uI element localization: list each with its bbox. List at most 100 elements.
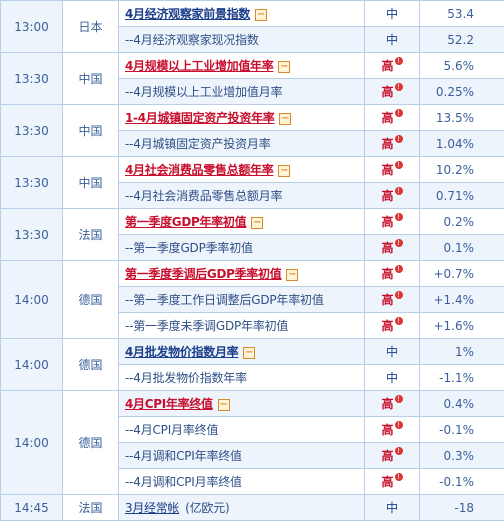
importance-cell: 高! — [364, 78, 420, 105]
event-time: 14:00 — [0, 390, 63, 495]
importance-label: 中 — [385, 345, 398, 359]
minus-box-icon[interactable]: − — [251, 216, 264, 229]
importance-label: 高 — [381, 397, 394, 411]
event-row: --4月城镇固定资产投资月率 高! 1.04% — [1, 130, 504, 157]
minus-box-icon[interactable]: − — [279, 112, 292, 125]
event-title-link[interactable]: 4月社会消费品零售总额年率 — [125, 163, 274, 177]
event-row: 14:00 德国 4月批发物价指数月率 − 中 1% — [0, 338, 504, 391]
importance-label: 高 — [381, 85, 394, 99]
event-time: 13:30 — [0, 208, 63, 261]
importance-cell: 高! — [364, 416, 420, 443]
importance-label: 高 — [381, 215, 394, 229]
event-row: --第一季度GDP季率初值高! 0.1% — [1, 234, 504, 261]
event-row: --第一季度工作日调整后GDP年率初值高! +1.4% — [1, 286, 504, 313]
event-row: 13:30 中国 4月规模以上工业增加值年率 − 高! 5.6% — [0, 52, 504, 105]
importance-cell: 高! — [364, 156, 420, 183]
event-value: 0.71% — [419, 182, 504, 209]
event-time: 13:30 — [0, 52, 63, 105]
event-country: 中国 — [62, 156, 119, 209]
event-time: 14:00 — [0, 260, 63, 339]
event-title-cell: 1-4月城镇固定资产投资年率 − — [118, 104, 365, 131]
importance-label: 高 — [381, 241, 394, 255]
importance-label: 高 — [381, 189, 394, 203]
event-title-cell: --4月经济观察家现况指数 — [118, 26, 365, 53]
alert-bell-icon: ! — [394, 265, 403, 273]
event-row: --4月调和CPI月率终值高! -0.1% — [1, 468, 504, 495]
event-title-cell: 第一季度季调后GDP季率初值 − — [118, 260, 365, 287]
event-value: 1.04% — [419, 130, 504, 157]
importance-cell: 高! — [364, 208, 420, 235]
event-title-link[interactable]: 1-4月城镇固定资产投资年率 — [125, 111, 275, 125]
importance-cell: 高! — [364, 260, 420, 287]
sub-event-title: --4月城镇固定资产投资月率 — [125, 137, 271, 151]
importance-cell: 高! — [364, 182, 420, 209]
event-title-link[interactable]: 4月CPI年率终值 — [125, 397, 213, 411]
event-title-cell: --第一季度工作日调整后GDP年率初值 — [118, 286, 365, 313]
event-title-cell: 3月经常帐 (亿欧元) — [118, 494, 365, 521]
event-value: 5.6% — [419, 52, 504, 79]
importance-label: 高 — [381, 111, 394, 125]
event-row: 13:00 日本 4月经济观察家前景指数 − 中 53.4 — [0, 0, 504, 53]
importance-label: 高 — [381, 319, 394, 333]
event-value: 13.5% — [419, 104, 504, 131]
sub-event-title: --第一季度GDP季率初值 — [125, 241, 253, 255]
importance-cell: 高! — [364, 468, 420, 495]
importance-cell: 中 — [364, 26, 420, 53]
importance-cell: 高! — [364, 442, 420, 469]
event-value: 0.25% — [419, 78, 504, 105]
event-value: 0.2% — [419, 208, 504, 235]
event-row: 13:30 中国 1-4月城镇固定资产投资年率 − 高! 13.5% — [0, 104, 504, 157]
sub-event-title: --4月调和CPI年率终值 — [125, 449, 242, 463]
event-country: 法国 — [62, 494, 119, 521]
minus-box-icon[interactable]: − — [243, 346, 256, 359]
event-title-cell: --4月CPI月率终值 — [118, 416, 365, 443]
sub-event-title: --4月CPI月率终值 — [125, 423, 219, 437]
importance-cell: 高! — [364, 130, 420, 157]
importance-cell: 高! — [364, 234, 420, 261]
minus-box-icon[interactable]: − — [286, 268, 299, 281]
event-value: 10.2% — [419, 156, 504, 183]
event-row: --4月经济观察家现况指数 中 52.2 — [1, 26, 504, 53]
alert-bell-icon: ! — [394, 317, 403, 325]
event-title-cell: --第一季度GDP季率初值 — [118, 234, 365, 261]
importance-label: 中 — [385, 7, 398, 21]
alert-bell-icon: ! — [394, 187, 403, 195]
minus-box-icon[interactable]: − — [278, 164, 291, 177]
event-title-link[interactable]: 4月经济观察家前景指数 — [125, 7, 251, 21]
event-title-link[interactable]: 4月批发物价指数月率 — [125, 345, 239, 359]
event-country: 中国 — [62, 104, 119, 157]
importance-label: 中 — [385, 33, 398, 47]
event-row: 14:00 德国 第一季度季调后GDP季率初值 − 高! +0.7% — [0, 260, 504, 339]
minus-box-icon[interactable]: − — [278, 60, 291, 73]
event-row: --4月批发物价指数年率 中 -1.1% — [1, 364, 504, 391]
event-country: 德国 — [62, 390, 119, 495]
alert-bell-icon: ! — [394, 395, 403, 403]
minus-box-icon[interactable]: − — [217, 398, 230, 411]
sub-event-title: --4月规模以上工业增加值月率 — [125, 85, 283, 99]
importance-label: 高 — [381, 163, 394, 177]
importance-label: 高 — [381, 293, 394, 307]
alert-bell-icon: ! — [394, 83, 403, 91]
sub-event-title: --4月社会消费品零售总额月率 — [125, 189, 283, 203]
importance-cell: 中 — [364, 0, 420, 27]
event-title-cell: 4月社会消费品零售总额年率 − — [118, 156, 365, 183]
event-country: 德国 — [62, 338, 119, 391]
event-title-link[interactable]: 3月经常帐 — [125, 501, 180, 515]
alert-bell-icon: ! — [394, 473, 403, 481]
event-title-cell: 4月经济观察家前景指数 − — [118, 0, 365, 27]
sub-event-title: --4月调和CPI月率终值 — [125, 475, 242, 489]
event-title-link[interactable]: 第一季度季调后GDP季率初值 — [125, 267, 282, 281]
event-time: 13:30 — [0, 104, 63, 157]
event-row: 13:30 法国 第一季度GDP年率初值 − 高! 0.2% — [0, 208, 504, 261]
event-row: 13:30 中国 4月社会消费品零售总额年率 − 高! 10.2% — [0, 156, 504, 209]
event-row: 14:00 德国 4月CPI年率终值 − 高! 0.4% — [0, 390, 504, 495]
importance-cell: 中 — [364, 364, 420, 391]
importance-label: 中 — [385, 501, 398, 515]
event-title-link[interactable]: 第一季度GDP年率初值 — [125, 215, 247, 229]
event-title-link[interactable]: 4月规模以上工业增加值年率 — [125, 59, 274, 73]
minus-box-icon[interactable]: − — [255, 8, 268, 21]
event-row: --第一季度未季调GDP年率初值高! +1.6% — [1, 312, 504, 339]
sub-event-title: --第一季度未季调GDP年率初值 — [125, 319, 289, 333]
importance-label: 高 — [381, 423, 394, 437]
importance-label: 中 — [385, 371, 398, 385]
